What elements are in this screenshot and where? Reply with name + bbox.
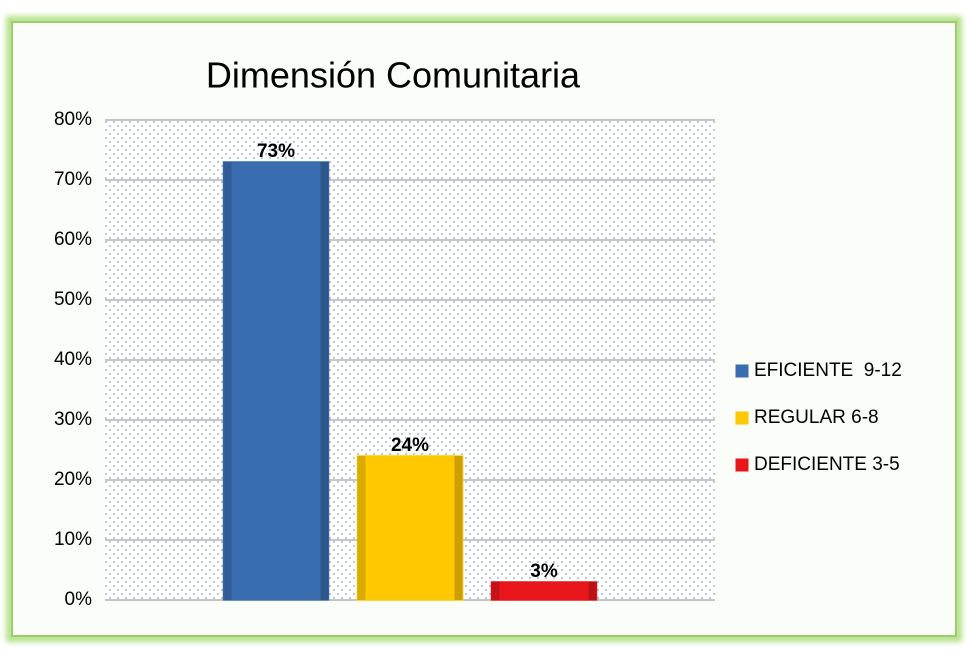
- legend-swatch: [735, 364, 749, 378]
- y-tick-label: 80%: [54, 109, 92, 130]
- bar-shade: [357, 456, 366, 600]
- y-tick-label: 0%: [65, 589, 93, 610]
- bar-shade: [491, 582, 500, 600]
- legend-swatch: [735, 458, 749, 472]
- bar: [222, 161, 330, 601]
- bar-shade: [223, 162, 232, 600]
- bar-shade: [320, 162, 329, 600]
- data-label: 3%: [530, 561, 558, 582]
- y-tick-label: 50%: [54, 289, 92, 310]
- y-tick-label: 10%: [54, 529, 92, 550]
- legend-swatch: [735, 411, 749, 425]
- bar-shade: [588, 582, 597, 600]
- y-tick-label: 20%: [54, 469, 92, 490]
- frame-glow: [6, 16, 962, 642]
- legend-label: DEFICIENTE 3-5: [754, 454, 900, 475]
- y-tick-label: 30%: [54, 409, 92, 430]
- legend-label: EFICIENTE 9-12: [754, 360, 902, 381]
- data-label: 73%: [257, 141, 295, 162]
- y-tick-label: 40%: [54, 349, 92, 370]
- bar: [490, 581, 598, 601]
- y-tick-label: 70%: [54, 169, 92, 190]
- bar-shade: [454, 456, 463, 600]
- legend-label: REGULAR 6-8: [754, 407, 879, 428]
- data-label: 24%: [391, 435, 429, 456]
- bar: [356, 455, 464, 601]
- y-tick-label: 60%: [54, 229, 92, 250]
- chart-title: Dimensión Comunitaria: [206, 55, 581, 96]
